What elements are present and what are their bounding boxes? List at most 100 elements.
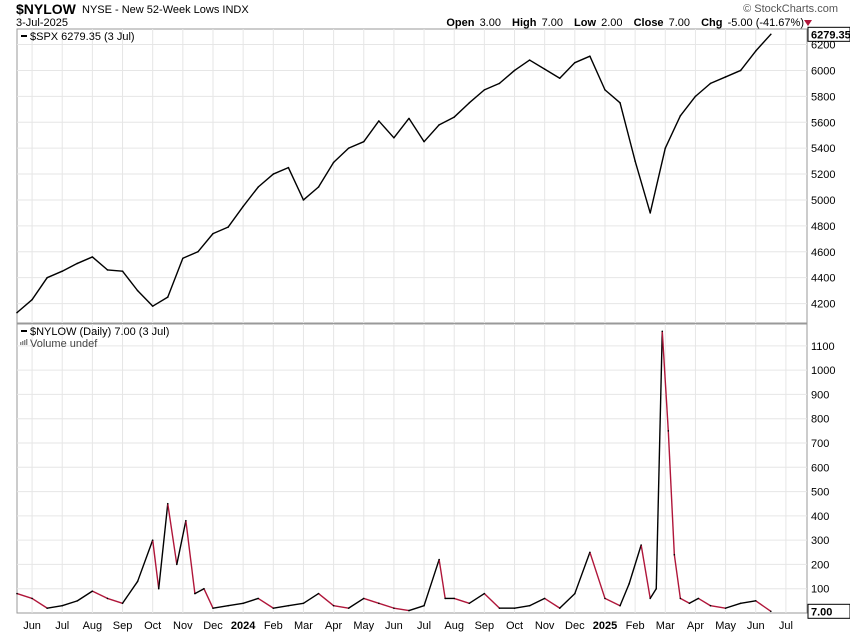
spx-series-segment xyxy=(242,186,259,207)
spx-series-segment xyxy=(317,162,335,188)
nylow-ytick-label: 400 xyxy=(811,511,829,523)
nylow-series-segment xyxy=(176,520,187,565)
x-tick-label: Nov xyxy=(535,620,555,632)
nylow-data-point xyxy=(76,600,79,602)
spx-series-segment xyxy=(77,256,93,265)
nylow-series-segment xyxy=(318,593,335,607)
nylow-series-segment xyxy=(227,602,244,607)
nylow-data-point xyxy=(257,597,260,600)
nylow-data-point xyxy=(332,604,335,607)
spx-data-point xyxy=(558,77,561,80)
nylow-series-segment xyxy=(453,597,470,604)
chart-subtitle: NYSE - New 52-Week Lows INDX xyxy=(82,4,249,16)
x-tick-label: May xyxy=(715,620,736,632)
nylow-data-point xyxy=(589,551,591,554)
spx-data-point xyxy=(106,269,109,271)
nylow-series-segment xyxy=(640,544,651,599)
spx-series-segment xyxy=(212,226,229,235)
x-tick-label: Apr xyxy=(325,620,342,632)
nylow-data-point xyxy=(16,592,18,595)
spx-series-segment xyxy=(61,262,78,272)
x-tick-label: Feb xyxy=(626,620,645,632)
nylow-data-point xyxy=(61,604,64,607)
spx-ytick-label: 5600 xyxy=(811,117,835,129)
nylow-data-point xyxy=(655,587,658,590)
spx-data-point xyxy=(770,33,772,36)
nylow-ytick-label: 1100 xyxy=(811,341,835,353)
nylow-series-segment xyxy=(423,559,440,606)
spx-series-segment xyxy=(679,95,696,117)
nylow-series-segment xyxy=(212,605,229,609)
open-value: 3.00 xyxy=(479,17,501,29)
spx-series-segment xyxy=(529,59,546,70)
spx-series-segment xyxy=(107,269,123,272)
nylow-series-segment xyxy=(16,592,33,600)
nylow-series-segment xyxy=(673,554,682,599)
nylow-series-segment xyxy=(333,605,349,609)
nylow-series-segment xyxy=(288,602,304,607)
spx-data-point xyxy=(468,102,471,104)
nylow-data-point xyxy=(302,602,305,605)
nylow-series-segment xyxy=(378,602,395,609)
spx-ytick-label: 5400 xyxy=(811,143,835,155)
nylow-series-segment xyxy=(574,552,591,594)
spx-data-point xyxy=(31,298,33,301)
spx-series-segment xyxy=(363,120,380,143)
nylow-data-point xyxy=(393,607,395,609)
high-value: 7.00 xyxy=(541,17,563,29)
x-tick-label: Jun xyxy=(747,620,765,632)
spx-series-segment xyxy=(16,299,33,314)
nylow-series-segment xyxy=(242,597,259,604)
spx-data-point xyxy=(121,270,124,272)
spx-data-point xyxy=(543,68,546,70)
spx-data-point xyxy=(513,69,516,72)
nylow-series-segment xyxy=(76,590,93,602)
nylow-series-segment xyxy=(167,503,178,565)
nylow-data-point xyxy=(619,604,621,607)
nylow-panel-frame xyxy=(16,323,808,614)
nylow-data-point xyxy=(151,539,154,541)
nylow-data-point xyxy=(166,502,169,505)
spx-data-point xyxy=(528,59,531,61)
nylow-series-segment xyxy=(136,539,154,582)
nylow-data-point xyxy=(628,583,630,585)
x-tick-label: Oct xyxy=(506,620,523,632)
spx-data-point xyxy=(302,199,305,201)
nylow-data-point xyxy=(362,597,365,600)
spx-last-value-box xyxy=(807,26,850,42)
x-tick-label: Feb xyxy=(264,620,283,632)
spx-ytick-label: 4800 xyxy=(811,221,835,233)
nylow-series-segment xyxy=(203,588,214,609)
nylow-series-segment xyxy=(158,503,169,589)
spx-series-segment xyxy=(740,50,757,71)
volume-legend-icon xyxy=(26,339,28,345)
nylow-series-segment xyxy=(273,605,289,609)
spx-data-point xyxy=(453,116,456,118)
nylow-series-segment xyxy=(62,600,78,607)
nylow-data-point xyxy=(438,558,440,561)
spx-data-point xyxy=(166,296,169,298)
spx-data-point xyxy=(16,311,18,314)
spx-data-point xyxy=(61,270,64,272)
nylow-series-segment xyxy=(185,520,196,594)
nylow-series-segment xyxy=(619,583,630,606)
spx-series-segment xyxy=(725,69,741,78)
spx-ytick-label: 5800 xyxy=(811,91,835,103)
nylow-series-segment xyxy=(408,605,425,612)
x-tick-label: Nov xyxy=(173,620,193,632)
spx-last-value-label: 6279.35 xyxy=(811,29,850,41)
nylow-series-segment xyxy=(257,597,274,609)
nylow-data-point xyxy=(688,602,691,605)
nylow-data-point xyxy=(378,602,380,605)
spx-series-segment xyxy=(755,33,772,52)
nylow-ytick-label: 900 xyxy=(811,389,829,401)
nylow-data-point xyxy=(667,430,670,432)
spx-series-segment xyxy=(31,277,48,301)
nylow-data-point xyxy=(444,597,446,600)
nylow-data-point xyxy=(242,602,244,605)
x-tick-label: Mar xyxy=(294,620,313,632)
spx-data-point xyxy=(136,289,139,292)
nylow-data-point xyxy=(157,587,160,590)
nylow-series-segment xyxy=(194,588,205,595)
close-value: 7.00 xyxy=(668,17,691,29)
